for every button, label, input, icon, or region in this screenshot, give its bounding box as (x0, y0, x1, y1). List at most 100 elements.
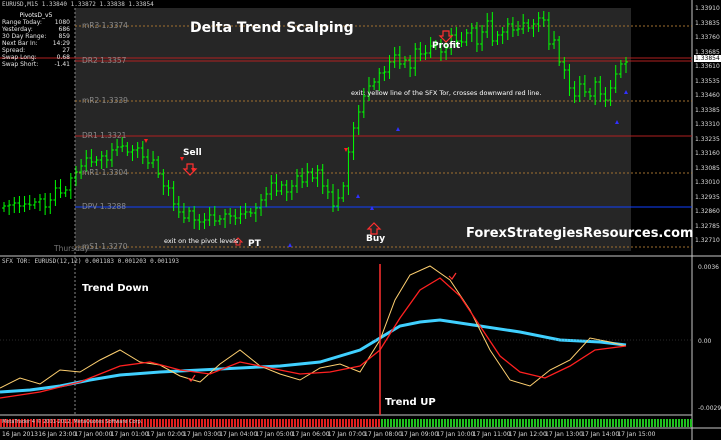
time-tick: 17 Jan 03:00 (183, 431, 221, 438)
trend-strip-bar (534, 419, 536, 427)
watermark: ForexStrategiesResources.com (466, 226, 694, 241)
trend-strip-bar (576, 419, 578, 427)
trend-strip-bar (342, 419, 344, 427)
trend-strip-bar (120, 419, 122, 427)
trend-strip-bar (57, 419, 59, 427)
trend-strip-bar (294, 419, 296, 427)
pivot-label-dpv: DPV 1.3288 (82, 202, 127, 211)
trend-strip-bar (195, 419, 197, 427)
trend-strip-bar (333, 419, 335, 427)
time-tick: 17 Jan 09:00 (400, 431, 439, 438)
indicator-tick: -0.0029 (698, 405, 721, 412)
trend-strip-bar (207, 419, 209, 427)
trend-strip-bar (549, 419, 551, 427)
pivot-row-label: Yesterday: (2, 26, 33, 33)
trend-strip-bar (651, 419, 653, 427)
trend-strip-bar (180, 419, 182, 427)
trend-strip-bar (282, 419, 284, 427)
trend-strip-bar (435, 419, 437, 427)
trend-strip-bar (33, 419, 35, 427)
trend-strip-bar (444, 419, 446, 427)
trend-strip-bar (558, 419, 560, 427)
trend-strip-bar (462, 419, 464, 427)
time-tick: 16 Jan 2013 (2, 431, 38, 438)
trend-strip-bar (54, 419, 56, 427)
pivot-row-value: 1080 (54, 19, 70, 26)
trend-strip-bar (267, 419, 269, 427)
trend-strip-bar (618, 419, 620, 427)
chart-title: Delta Trend Scalping (190, 20, 354, 36)
trend-strip-bar (474, 419, 476, 427)
time-tick: 17 Jan 08:00 (364, 431, 402, 438)
trend-strip-bar (123, 419, 125, 427)
trend-strip-bar (30, 419, 32, 427)
trend-strip-bar (666, 419, 668, 427)
trend-strip-bar (39, 419, 41, 427)
trend-strip-bar (660, 419, 662, 427)
trend-strip-bar (612, 419, 614, 427)
trend-strip-bar (249, 419, 251, 427)
trend-strip-bar (156, 419, 158, 427)
trend-strip-bar (48, 419, 50, 427)
trend-strip-bar (189, 419, 191, 427)
trend-strip-bar (15, 419, 17, 427)
pivot-row-label: Spread: (2, 47, 26, 54)
time-tick: 17 Jan 07:00 (327, 431, 366, 438)
trend-strip-bar (390, 419, 392, 427)
pivot-row-value: 27 (62, 47, 70, 54)
trend-strip-bar (339, 419, 341, 427)
exit-yellow-note: exit: yellow line of the SFX Tor, crosse… (351, 89, 542, 97)
time-tick: 17 Jan 02:00 (146, 431, 185, 438)
trend-strip-bar (273, 419, 275, 427)
trend-strip-bar (102, 419, 104, 427)
trend-strip-bar (480, 419, 482, 427)
time-tick: 17 Jan 05:00 (255, 431, 294, 438)
trend-strip-bar (246, 419, 248, 427)
pivot-row-value: 686 (58, 26, 70, 33)
sell-arrow (144, 139, 148, 143)
trend-strip-bar (24, 419, 26, 427)
buy-arrow (370, 206, 374, 210)
trend-strip-bar (567, 419, 569, 427)
exit-pivot-note: exit on the pivot levels (164, 237, 239, 245)
indicator-tick: 0.0036 (698, 264, 719, 271)
trend-strip-bar (213, 419, 215, 427)
pivot-row-value: 14:29 (52, 40, 70, 47)
trend-strip-bar (99, 419, 101, 427)
trend-up-label: Trend UP (385, 397, 436, 408)
pivot-row-label: Next Bar In: (2, 40, 38, 47)
price-tick: 1.33235 (695, 135, 720, 143)
time-tick: 17 Jan 00:00 (74, 431, 113, 438)
trend-strip-bar (591, 419, 593, 427)
trend-strip-bar (141, 419, 143, 427)
trend-strip-bar (492, 419, 494, 427)
trend-strip-bar (402, 419, 404, 427)
trend-strip-bar (507, 419, 509, 427)
trend-strip-bar (414, 419, 416, 427)
trend-strip-bar (531, 419, 533, 427)
pivot-row-value: 859 (58, 33, 70, 40)
trend-strip-bar (516, 419, 518, 427)
trend-strip-bar (585, 419, 587, 427)
trend-strip-bar (669, 419, 671, 427)
tor-cyan-line (0, 318, 627, 394)
tor-red-line (0, 277, 627, 399)
pivot-row-label: 30 Day Range: (2, 33, 47, 40)
buy-entry-arrow (366, 222, 382, 235)
pivot-label-ms1: mS1 1.3270 (82, 242, 128, 251)
trend-strip-bar (408, 419, 410, 427)
trend-strip-bar (687, 419, 689, 427)
pivot-row: Spread: 27 (2, 47, 70, 54)
trend-strip-bar (306, 419, 308, 427)
trend-strip-bar (204, 419, 206, 427)
trend-strip-bar (468, 419, 470, 427)
price-tick: 1.32860 (695, 208, 720, 215)
price-tick: 1.33085 (695, 164, 720, 172)
trend-strip-bar (603, 419, 605, 427)
trend-strip-bar (216, 419, 218, 427)
pivot-row-value: -1.41 (54, 61, 70, 68)
trend-strip-bar (291, 419, 293, 427)
time-tick: 17 Jan 06:00 (291, 431, 330, 438)
trend-strip-bar (471, 419, 473, 427)
